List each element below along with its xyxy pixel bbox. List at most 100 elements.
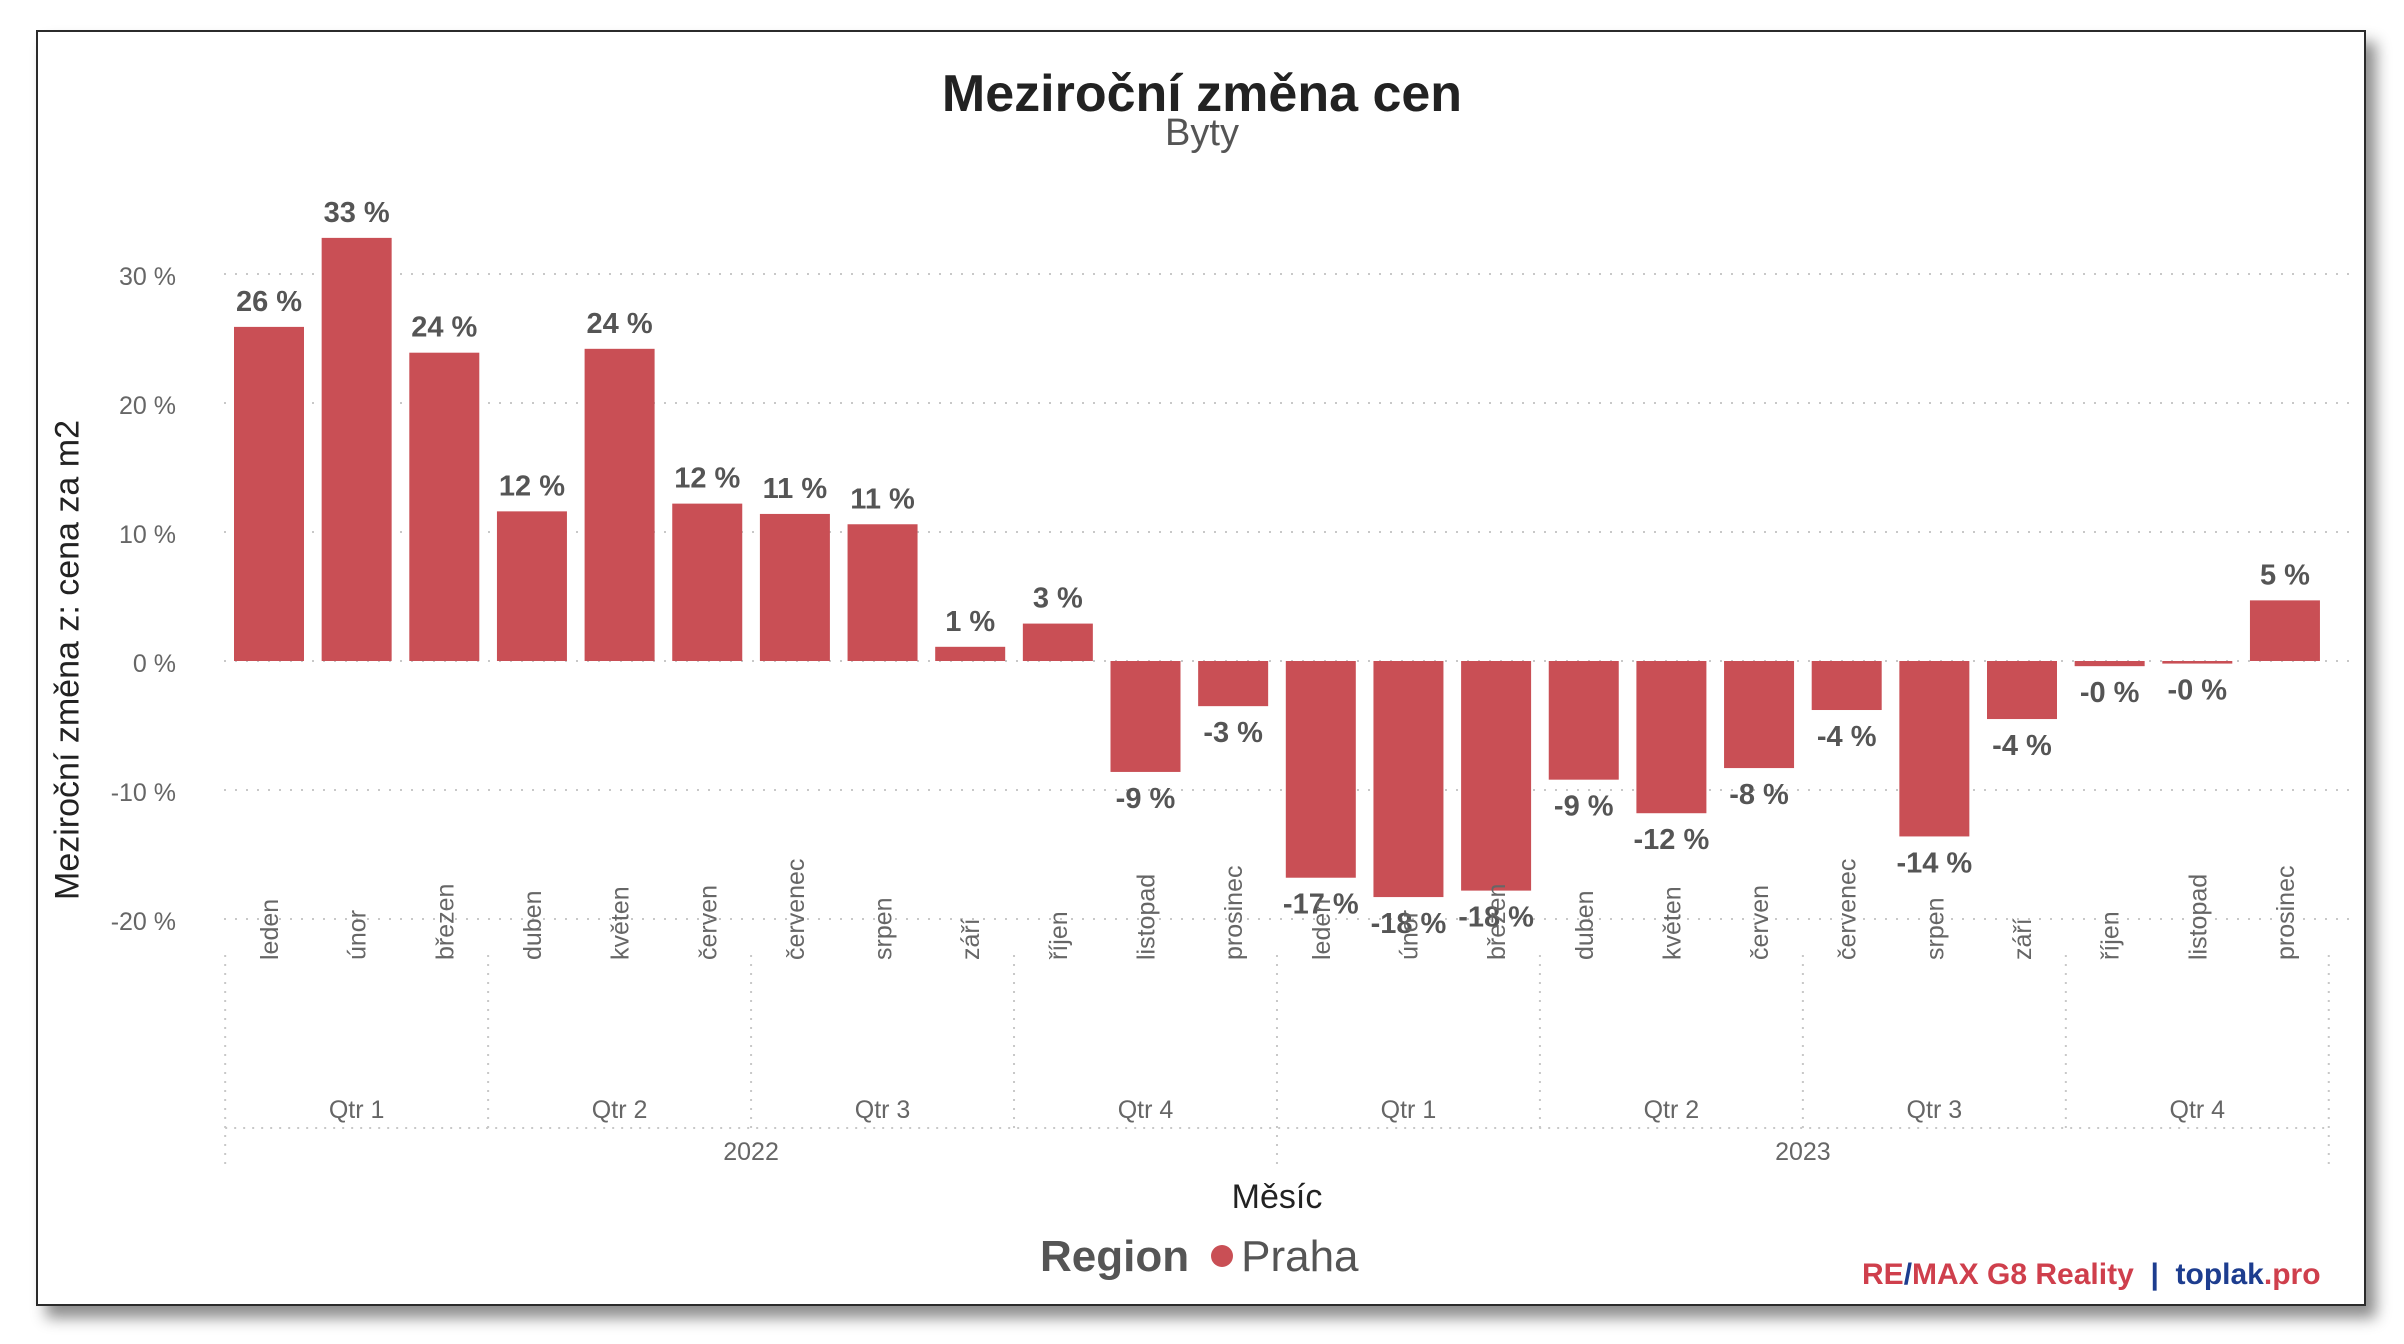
data-label: -18 % [1458,902,1534,934]
quarter-label: Qtr 3 [1907,1096,1963,1124]
data-label: -4 % [1992,730,2052,762]
data-label: -9 % [1554,791,1614,823]
data-label: -9 % [1116,783,1176,815]
data-label: -3 % [1203,717,1263,749]
bar [409,352,480,661]
brand-site-ext: .pro [2263,1258,2321,1291]
legend-item-praha: Praha [1241,1232,1359,1281]
x-tick-label: červen [1746,885,1774,960]
branding: RE/MAX G8 Reality | toplak.pro [1862,1258,2321,1292]
bar [1811,661,1882,711]
bar [935,646,1006,661]
x-tick-label: červen [694,885,722,960]
x-tick-label: červenec [1834,859,1862,960]
y-tick-label: -10 % [111,779,176,807]
bar [1724,661,1795,769]
y-axis-title: Meziroční změna z: cena za m2 [48,420,87,900]
x-tick-label: srpen [1921,897,1949,960]
quarter-label: Qtr 1 [329,1096,385,1124]
year-label: 2023 [1775,1138,1831,1166]
data-label: -17 % [1283,889,1359,921]
bar [2162,661,2233,664]
x-tick-label: únor [344,910,372,960]
x-tick-label: leden [256,899,284,960]
x-tick-label: březen [1483,884,1511,960]
brand-slash: / [1903,1258,1913,1291]
x-tick-label: leden [1308,899,1336,960]
data-label: -8 % [1729,779,1789,811]
x-tick-label: červenec [782,859,810,960]
y-tick-label: 10 % [119,521,176,549]
bar [584,348,655,661]
quarter-label: Qtr 2 [1644,1096,1700,1124]
x-tick-label: květen [607,886,635,960]
data-label: -0 % [2167,675,2227,707]
bar [759,513,830,661]
x-tick-label: duben [519,890,547,960]
y-tick-label: 20 % [119,392,176,420]
chart-subtitle: Byty [1165,112,1239,154]
quarter-label: Qtr 1 [1381,1096,1437,1124]
x-tick-label: listopad [1133,874,1161,960]
x-tick-label: prosinec [2272,866,2300,961]
x-tick-label: únor [1395,910,1423,960]
x-tick-label: květen [1658,886,1686,960]
bar [1636,661,1707,814]
y-tick-label: -20 % [111,908,176,936]
bar [672,503,743,661]
bar [847,524,918,661]
x-tick-label: říjen [2097,911,2125,960]
chart-title: Meziroční změna cen [941,65,1463,123]
x-tick-label: prosinec [1220,866,1248,961]
data-label: 12 % [674,463,740,495]
data-label: -4 % [1817,721,1877,753]
x-tick-label: listopad [2184,874,2212,960]
legend: Region Praha [1040,1232,1359,1282]
bar [1110,661,1181,772]
bar [1461,661,1532,891]
year-label: 2022 [723,1138,779,1166]
data-label: 33 % [324,197,390,229]
data-label: 12 % [499,470,565,502]
bar [2074,661,2145,667]
data-label: 5 % [2260,559,2310,591]
y-tick-label: 0 % [133,650,176,678]
data-label: 24 % [411,312,477,344]
x-tick-label: září [957,918,985,960]
bar [1987,661,2057,720]
bar [1899,661,1970,837]
data-label: -12 % [1634,824,1710,856]
data-label: 11 % [850,483,915,515]
x-tick-label: říjen [1045,911,1073,960]
bar [1548,661,1619,780]
brand-site: toplak [2175,1258,2264,1291]
quarter-label: Qtr 4 [2170,1096,2226,1124]
x-tick-label: září [2009,918,2037,960]
x-tick-label: duben [1571,890,1599,960]
legend-title: Region [1040,1232,1190,1281]
y-tick-label: 30 % [119,263,176,291]
bar [1198,661,1269,707]
data-label: -18 % [1371,908,1447,940]
bar [1285,661,1356,878]
bar [1022,623,1093,661]
quarter-label: Qtr 4 [1118,1096,1174,1124]
data-label: 24 % [587,308,653,340]
data-label: 26 % [236,286,302,318]
x-axis-title: Měsíc [1231,1178,1323,1216]
quarter-label: Qtr 3 [855,1096,911,1124]
bar [2249,600,2320,661]
data-label: 11 % [763,473,828,505]
data-label: -0 % [2080,677,2140,709]
brand-remax-name: MAX G8 Reality [1912,1258,2134,1291]
bar [496,511,567,661]
brand-remax-re: RE [1862,1258,1904,1291]
data-label: 1 % [945,606,995,638]
data-label: -14 % [1896,847,1972,879]
data-label: 3 % [1033,583,1083,615]
x-tick-label: březen [431,884,459,960]
quarter-label: Qtr 2 [592,1096,648,1124]
legend-marker-icon [1211,1245,1234,1267]
bar [234,326,304,661]
